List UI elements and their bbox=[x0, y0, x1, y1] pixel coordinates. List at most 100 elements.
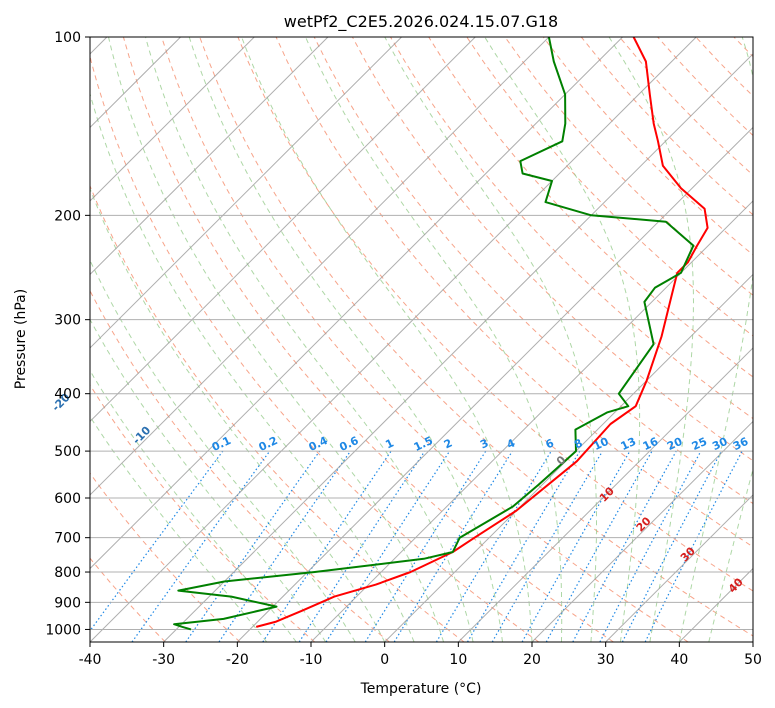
mixing-ratio-line bbox=[131, 450, 271, 642]
mixing-ratio-line bbox=[521, 450, 631, 642]
mixing-ratio-line bbox=[545, 450, 653, 642]
y-tick-label: 800 bbox=[54, 565, 81, 581]
mixing-ratio-line bbox=[298, 450, 426, 642]
mixing-ratio-label: 25 bbox=[690, 435, 709, 453]
moist-adiabat bbox=[241, 37, 533, 642]
dry-adiabat bbox=[90, 472, 241, 642]
dry-adiabat bbox=[90, 383, 316, 642]
dry-adiabat bbox=[90, 54, 540, 642]
x-tick-label: -20 bbox=[226, 652, 249, 668]
isotherm bbox=[457, 347, 753, 642]
x-tick-label: 10 bbox=[449, 652, 467, 668]
dry-adiabat bbox=[351, 37, 753, 462]
dry-adiabat bbox=[695, 37, 753, 97]
dry-adiabat bbox=[122, 37, 614, 642]
mixing-ratio-line bbox=[364, 450, 487, 642]
x-tick-label: 40 bbox=[670, 652, 688, 668]
dry-adiabat bbox=[90, 184, 465, 642]
mixing-ratio-line bbox=[90, 450, 224, 632]
moist-adiabat bbox=[608, 37, 695, 642]
mixing-ratio-label: 36 bbox=[731, 435, 751, 453]
mixing-ratio-label: 10 bbox=[591, 435, 611, 453]
moist-adiabat bbox=[708, 467, 753, 642]
dry-adiabat bbox=[90, 557, 166, 642]
dry-adiabat-label: -10 bbox=[130, 424, 153, 447]
series-layer bbox=[173, 37, 709, 631]
moist-adiabat bbox=[90, 187, 386, 642]
moist-adiabat bbox=[90, 369, 297, 642]
moist-adiabat bbox=[145, 37, 474, 642]
moist-adiabat bbox=[484, 37, 641, 642]
isotherm bbox=[90, 37, 255, 202]
mixing-ratio-line bbox=[185, 450, 321, 642]
dry-adiabat bbox=[390, 37, 753, 420]
x-tick-label: -10 bbox=[300, 652, 323, 668]
chart-title: wetPf2_C2E5.2026.024.15.07.G18 bbox=[284, 12, 558, 32]
isotherm bbox=[90, 37, 550, 496]
isotherm bbox=[90, 37, 329, 276]
dry-adiabat bbox=[313, 37, 753, 505]
mixing-ratio-label: 20 bbox=[665, 435, 685, 453]
isotherm bbox=[531, 420, 753, 642]
dry-adiabat bbox=[733, 37, 753, 58]
isotherm bbox=[90, 37, 476, 423]
isotherm bbox=[236, 126, 753, 642]
mixing-ratio-line bbox=[435, 450, 552, 642]
mixing-ratio-label: 6 bbox=[544, 436, 557, 451]
y-tick-label: 500 bbox=[54, 444, 81, 460]
dry-adiabat bbox=[657, 37, 753, 137]
background-lines bbox=[90, 37, 753, 642]
dry-adiabat bbox=[90, 289, 390, 642]
mixing-ratio-label: 13 bbox=[619, 435, 638, 453]
mixing-ratio-label: 1 bbox=[383, 436, 395, 451]
moist-adiabat bbox=[305, 37, 563, 642]
y-tick-label: 400 bbox=[54, 387, 81, 403]
mixing-ratio-label: 3 bbox=[478, 436, 490, 451]
dry-adiabat bbox=[580, 37, 753, 216]
x-axis-label: Temperature (°C) bbox=[360, 681, 482, 697]
y-tick-label: 900 bbox=[54, 595, 81, 611]
x-tick-label: 20 bbox=[523, 652, 541, 668]
mixing-ratio-line bbox=[572, 450, 677, 642]
mixing-ratio-line bbox=[644, 450, 743, 642]
mixing-ratio-line bbox=[262, 450, 392, 642]
isotherm bbox=[310, 200, 753, 642]
x-tick-label: -30 bbox=[152, 652, 175, 668]
x-tick-label: 30 bbox=[597, 652, 615, 668]
isotherm bbox=[90, 37, 697, 642]
mixing-ratio-label: 16 bbox=[641, 435, 661, 453]
moist-adiabat bbox=[108, 37, 445, 642]
series-temperature bbox=[255, 37, 709, 628]
isotherm bbox=[384, 273, 753, 642]
dry-adiabat bbox=[275, 37, 753, 548]
dry-adiabat bbox=[466, 37, 753, 337]
series-dewpoint bbox=[173, 37, 695, 631]
mixing-ratio-label: 30 bbox=[710, 435, 730, 453]
moist-adiabat bbox=[90, 259, 356, 642]
y-tick-label: 600 bbox=[54, 491, 81, 507]
x-tick-label: 50 bbox=[744, 652, 762, 668]
moist-adiabat bbox=[90, 415, 268, 642]
dry-adiabat bbox=[237, 37, 753, 592]
x-tick-label: -40 bbox=[79, 652, 102, 668]
y-tick-label: 700 bbox=[54, 531, 81, 547]
mixing-ratio-label: 2 bbox=[442, 436, 454, 451]
isotherm bbox=[752, 641, 753, 642]
isotherm bbox=[163, 53, 753, 642]
moist-adiabat-label: 10 bbox=[597, 484, 617, 504]
isotherm bbox=[605, 494, 753, 642]
y-tick-label: 100 bbox=[54, 30, 81, 46]
mixing-ratio-line bbox=[218, 450, 351, 642]
y-tick-label: 300 bbox=[54, 313, 81, 329]
dry-adiabat bbox=[428, 37, 753, 378]
x-tick-label: 0 bbox=[380, 652, 389, 668]
moist-adiabat-label: 20 bbox=[634, 514, 654, 534]
y-tick-label: 200 bbox=[54, 208, 81, 224]
isotherm bbox=[90, 37, 623, 570]
mixing-ratio-line bbox=[393, 450, 513, 642]
mixing-ratio-line bbox=[466, 450, 581, 642]
y-tick-label: 1000 bbox=[45, 622, 81, 638]
moist-adiabat-label: 30 bbox=[678, 544, 698, 564]
isotherm bbox=[90, 37, 402, 349]
